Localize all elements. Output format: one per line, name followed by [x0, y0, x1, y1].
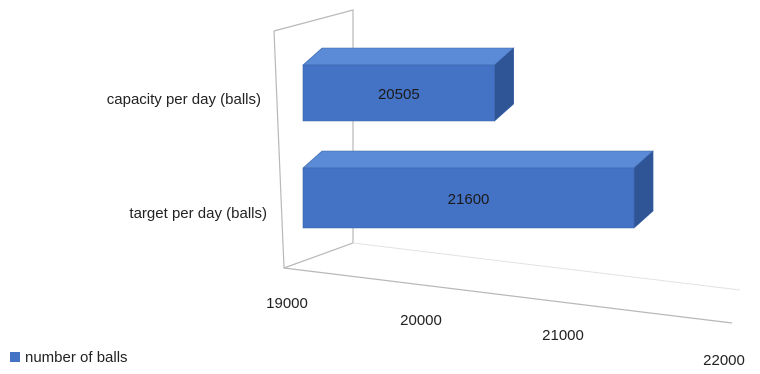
bar-top-face — [302, 47, 515, 66]
data-label: 20505 — [378, 86, 420, 103]
data-label: 21600 — [448, 191, 490, 208]
x-tick-label: 19000 — [266, 295, 308, 312]
bar — [302, 64, 495, 122]
category-label: capacity per day (balls) — [107, 91, 261, 108]
floor-edge — [283, 267, 733, 324]
x-tick-label: 20000 — [400, 312, 442, 329]
floor-back-edge — [352, 242, 741, 291]
bar-top-face — [302, 150, 654, 169]
legend-label: number of balls — [25, 349, 128, 366]
category-label: target per day (balls) — [129, 205, 267, 222]
x-tick-label: 21000 — [542, 327, 584, 344]
x-tick-label: 22000 — [703, 352, 745, 369]
legend-swatch — [10, 352, 20, 362]
bar — [302, 167, 635, 229]
